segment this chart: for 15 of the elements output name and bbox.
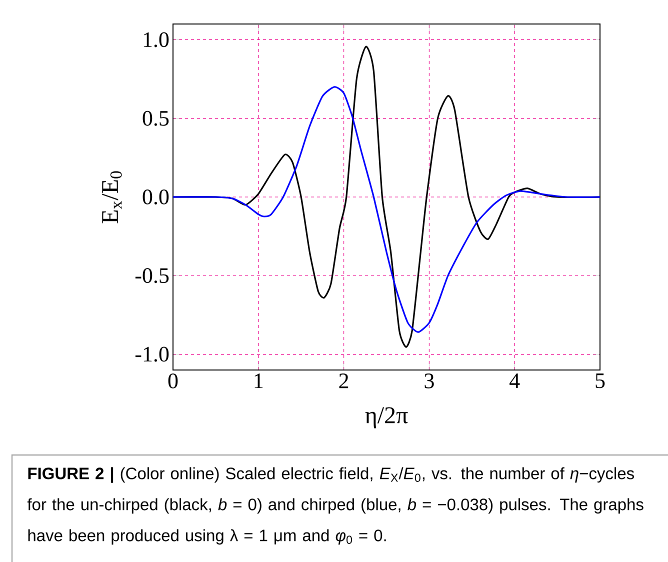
y-tick-label: 1.0: [144, 32, 169, 48]
y-axis-title: E$_{x}$/E$_{0}$: [102, 171, 122, 224]
x-tick-label: 2: [339, 374, 348, 388]
x-tick-label: 0: [168, 374, 178, 388]
y-tick-label: -0.5: [135, 268, 169, 284]
y-tick-label: 0.5: [142, 110, 169, 126]
line-series: [173, 86, 600, 333]
x-tick-label: 4: [510, 374, 520, 388]
x-axis-title: η/2π: [365, 407, 408, 428]
y-tick-label: 0.0: [142, 190, 169, 204]
x-tick-label: 1: [254, 374, 263, 388]
y-tick-label: -1.0: [135, 346, 169, 362]
text: FIGURE 2 | (Color online) Scaled electric field, E$_{X}$/E$_{0}$, vs. the number of η−cycles for the un-chirped (black, b = 0) and chirped (blue, b = −0.038) pulses. The graphs have been produced using λ = 1 μm and φ$_{0}$ = 0.: [27, 467, 644, 545]
x-tick-label: 3: [424, 374, 434, 388]
x-tick-label: 5: [596, 374, 605, 388]
